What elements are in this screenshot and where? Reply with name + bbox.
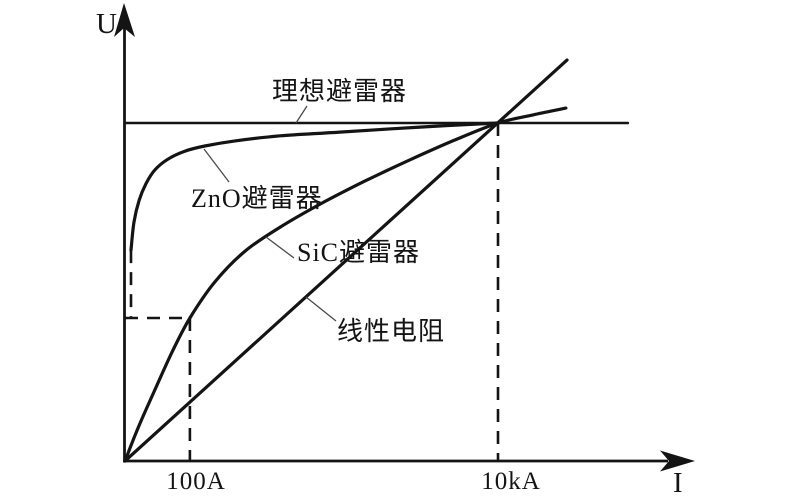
x-axis-title: I xyxy=(673,467,683,499)
linear-resistor-leader-line xyxy=(305,296,337,322)
sic-arrester-leader-line xyxy=(265,236,295,259)
curves-layer xyxy=(123,58,630,463)
y-axis-arrow-icon xyxy=(114,3,135,37)
ideal-arrester-leader-line xyxy=(295,105,308,124)
leader-lines xyxy=(203,105,337,322)
linear-resistor-curve xyxy=(123,58,569,463)
y-axis-title: U xyxy=(96,8,117,40)
zno-arrester-label: ZnO避雷器 xyxy=(191,184,323,213)
x-axis-arrow-icon xyxy=(660,450,695,472)
tick-label-10ka: 10kA xyxy=(481,468,541,495)
ideal-arrester-label: 理想避雷器 xyxy=(272,77,407,106)
dashed-guides-layer xyxy=(125,123,500,461)
sic-arrester-label: SiC避雷器 xyxy=(297,238,420,267)
axes xyxy=(114,3,695,472)
linear-resistor-label: 线性电阻 xyxy=(337,317,445,346)
sic-arrester-curve xyxy=(123,106,568,463)
tick-label-100a: 100A xyxy=(166,468,226,495)
zno-arrester-leader-line xyxy=(203,148,230,183)
labels-layer: U I 理想避雷器 ZnO避雷器 SiC避雷器 线性电阻 100A 10kA xyxy=(96,8,683,499)
zno-arrester-curve xyxy=(129,121,500,252)
